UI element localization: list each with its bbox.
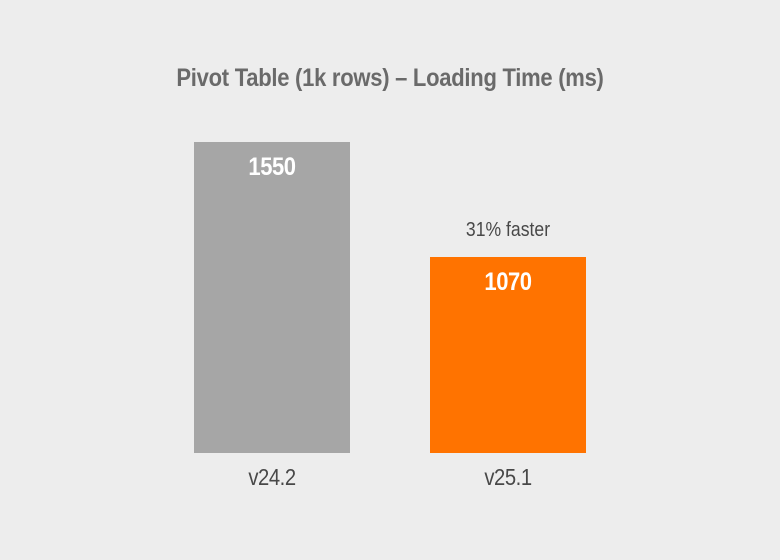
improvement-annotation: 31% faster [465, 219, 551, 241]
bar-value-label-v25-1: 1070 [484, 268, 532, 296]
bar-v25-1: 1070 [430, 257, 586, 453]
category-label-v24-2: v24.2 [248, 464, 296, 490]
chart-title: Pivot Table (1k rows) – Loading Time (ms… [176, 64, 604, 92]
bar-v24-2: 1550 [194, 142, 350, 453]
bar-value-label-v24-2: 1550 [248, 153, 296, 181]
category-label-v25-1: v25.1 [484, 464, 532, 490]
